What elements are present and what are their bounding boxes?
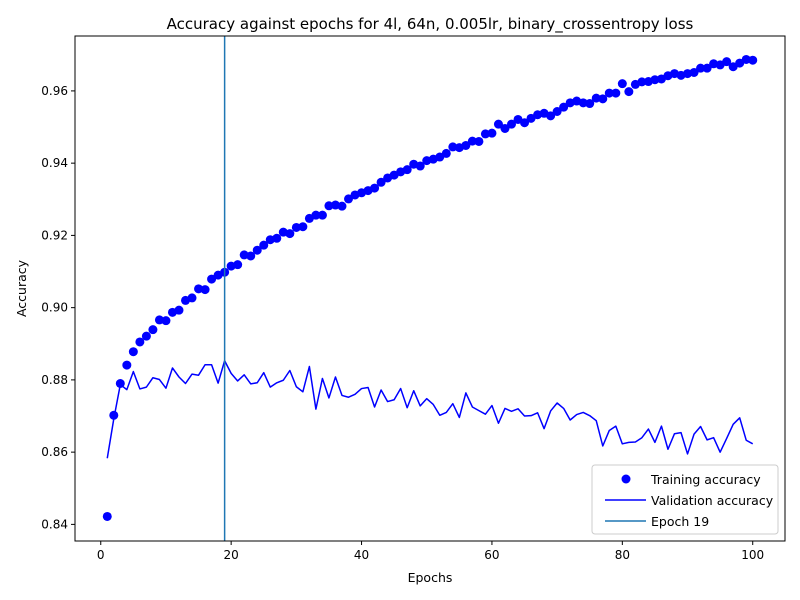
training-accuracy-point (128, 347, 138, 357)
training-accuracy-point (461, 140, 471, 150)
training-accuracy-point (311, 210, 321, 220)
training-accuracy-point (200, 285, 210, 295)
training-accuracy-point (493, 119, 503, 129)
training-accuracy-point (480, 129, 490, 139)
training-accuracy-point (298, 222, 308, 232)
training-accuracy-point (344, 194, 353, 204)
training-accuracy-point (246, 251, 256, 261)
y-tick-label: 0.90 (41, 301, 68, 315)
x-tick-label: 60 (484, 548, 499, 562)
training-accuracy-point (559, 102, 569, 112)
plot-frame (74, 35, 786, 542)
training-accuracy-point (187, 293, 197, 303)
training-accuracy-point (650, 75, 660, 85)
training-accuracy-point (689, 67, 699, 77)
training-accuracy-point (194, 284, 204, 294)
training-accuracy-point (291, 222, 301, 232)
training-accuracy-point (591, 93, 601, 103)
training-accuracy-point (252, 245, 262, 255)
x-tick-label: 20 (224, 548, 239, 562)
training-accuracy-point (154, 315, 164, 325)
training-accuracy-point (611, 88, 621, 98)
x-axis-label: Epochs (408, 570, 453, 585)
training-accuracy-point (233, 260, 243, 270)
training-accuracy-point (324, 201, 334, 211)
training-accuracy-point (259, 240, 269, 250)
training-accuracy-point (696, 63, 706, 73)
x-tick-label: 40 (354, 548, 369, 562)
training-accuracy-point (552, 107, 562, 116)
training-accuracy-point (598, 94, 608, 104)
training-accuracy-point (507, 119, 516, 129)
training-accuracy-point (207, 274, 217, 284)
training-accuracy-point (617, 79, 627, 89)
training-accuracy-point (500, 123, 510, 133)
training-accuracy-point (415, 161, 425, 171)
training-accuracy-point (467, 136, 477, 146)
legend-training-marker (621, 474, 631, 484)
training-accuracy-point (474, 136, 484, 146)
legend-training-label: Training accuracy (650, 472, 761, 487)
validation-accuracy-line (106, 360, 754, 459)
legend-validation-label: Validation accuracy (651, 493, 774, 508)
training-accuracy-point (376, 177, 386, 187)
training-accuracy-point (317, 210, 327, 220)
training-accuracy-point (624, 87, 634, 97)
y-tick-label: 0.86 (41, 445, 68, 459)
training-accuracy-point (402, 165, 412, 175)
training-accuracy-point (122, 360, 132, 370)
training-accuracy-point (148, 325, 158, 335)
y-tick-label: 0.96 (41, 84, 68, 98)
training-accuracy-point (109, 410, 119, 420)
training-accuracy-point (441, 148, 451, 158)
training-accuracy-point (578, 98, 588, 108)
legend-epoch-label: Epoch 19 (651, 514, 709, 529)
y-axis-ticks: 0.84 0.86 0.88 0.90 0.92 0.94 0.96 (41, 84, 75, 531)
plot-area (102, 36, 758, 541)
training-accuracy-point (141, 331, 151, 341)
y-tick-label: 0.92 (41, 228, 68, 242)
chart-title: Accuracy against epochs for 4l, 64n, 0.0… (167, 15, 694, 34)
x-tick-label: 80 (615, 548, 630, 562)
training-accuracy-point (604, 88, 614, 98)
training-accuracy-point (174, 305, 184, 315)
legend: Training accuracy Validation accuracy Ep… (591, 464, 779, 535)
training-accuracy-point (741, 54, 751, 64)
training-accuracy-point (520, 118, 530, 128)
training-accuracy-point (722, 57, 732, 67)
training-accuracy-point (370, 183, 380, 193)
training-accuracy-point (487, 128, 497, 138)
training-accuracy-point (161, 316, 171, 326)
x-tick-label: 100 (741, 548, 764, 562)
training-accuracy-point (272, 233, 282, 243)
training-accuracy-point (135, 337, 145, 347)
legend-box (591, 464, 779, 535)
y-axis-label: Accuracy (14, 259, 29, 317)
training-accuracy-point (102, 511, 112, 521)
x-axis-ticks: 0 20 40 60 80 100 (97, 541, 764, 562)
training-accuracy-point (585, 99, 595, 109)
y-tick-label: 0.84 (41, 517, 68, 531)
training-accuracy-point (702, 63, 712, 73)
training-accuracy-point (448, 142, 458, 152)
training-accuracy-point (285, 229, 295, 239)
training-accuracy-point (637, 77, 647, 87)
y-tick-label: 0.88 (41, 373, 68, 387)
training-accuracy-point (748, 55, 758, 65)
x-tick-label: 0 (97, 548, 105, 562)
y-tick-label: 0.94 (41, 156, 68, 170)
training-accuracy-point (546, 111, 556, 121)
training-accuracy-point (337, 201, 347, 211)
training-accuracy-point (115, 379, 125, 388)
